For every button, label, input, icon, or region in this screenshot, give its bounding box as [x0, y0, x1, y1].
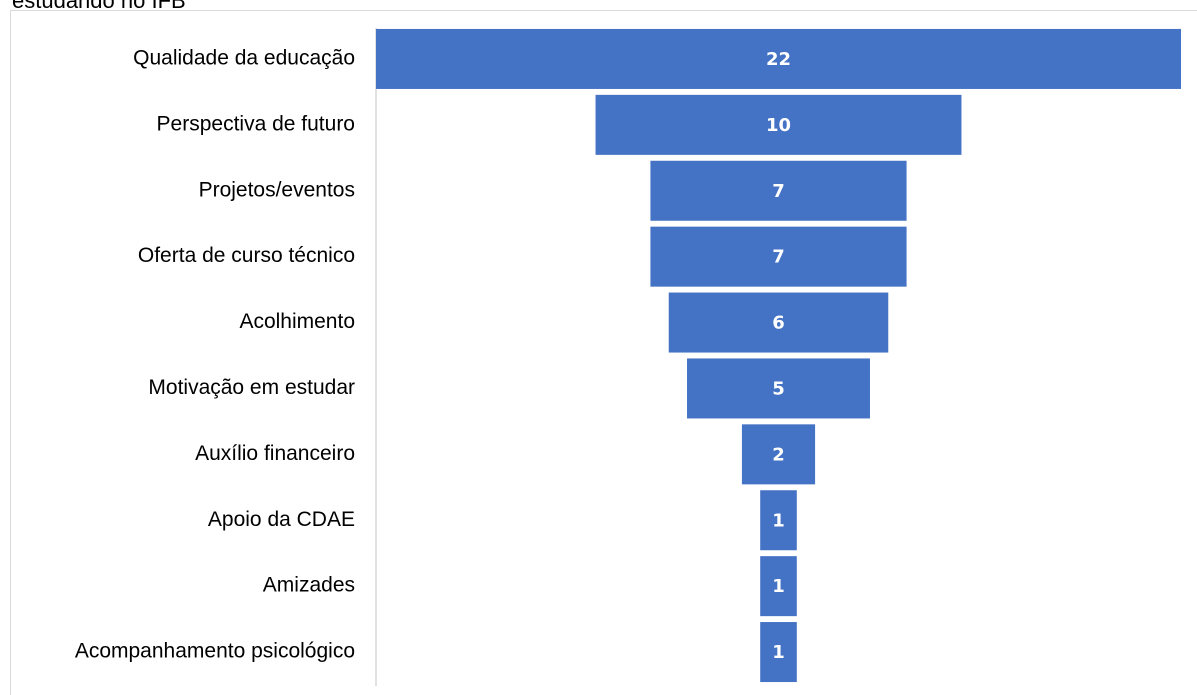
category-label: Acompanhamento psicológico	[75, 640, 355, 663]
funnel-bar	[668, 292, 889, 353]
category-label: Amizades	[263, 574, 355, 597]
chart-border	[10, 10, 1197, 695]
data-label: 5	[772, 378, 785, 399]
data-label: 6	[772, 313, 785, 334]
funnel-bar	[687, 358, 870, 419]
data-label: 7	[772, 181, 785, 202]
funnel-bar	[595, 94, 962, 155]
data-label: 22	[766, 49, 791, 70]
data-label: 1	[772, 510, 785, 531]
funnel-bar	[376, 28, 1181, 89]
funnel-bar	[760, 490, 797, 551]
funnel-bar	[650, 226, 907, 287]
category-label: Auxílio financeiro	[195, 442, 355, 465]
category-label: Oferta de curso técnico	[138, 244, 355, 267]
category-label: Acolhimento	[239, 310, 355, 333]
data-label: 10	[766, 115, 791, 136]
data-label: 1	[772, 576, 785, 597]
funnel-bar	[650, 160, 907, 221]
category-label: Motivação em estudar	[148, 376, 355, 399]
chart-title: estudando no IFB	[12, 0, 186, 13]
data-label: 1	[772, 642, 785, 663]
funnel-bar	[760, 556, 797, 617]
data-label: 2	[772, 444, 785, 465]
category-label: Apoio da CDAE	[208, 508, 355, 531]
data-label: 7	[772, 247, 785, 268]
funnel-bar	[760, 622, 797, 683]
category-label: Projetos/eventos	[199, 178, 355, 201]
funnel-bar	[741, 424, 816, 485]
category-label: Qualidade da educação	[133, 46, 355, 69]
category-label: Perspectiva de futuro	[157, 112, 355, 135]
